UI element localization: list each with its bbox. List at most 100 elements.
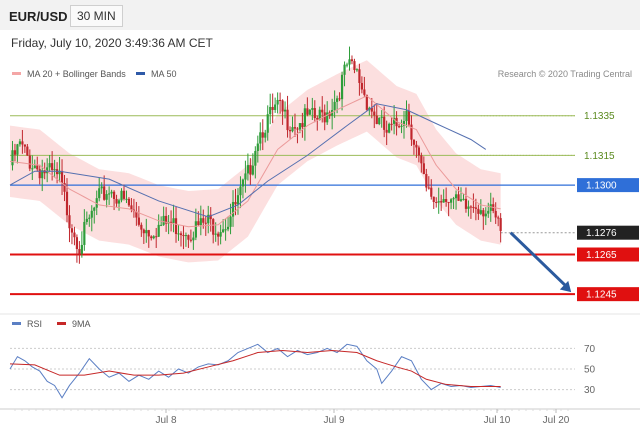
candle-body bbox=[306, 108, 309, 115]
candle-body bbox=[484, 213, 487, 217]
candle-body bbox=[378, 117, 381, 125]
candle-body bbox=[373, 111, 376, 116]
candle-body bbox=[182, 235, 185, 237]
candle-body bbox=[336, 98, 339, 102]
candle-body bbox=[370, 107, 373, 112]
candle-body bbox=[236, 195, 240, 205]
candle-body bbox=[41, 170, 44, 179]
candle-body bbox=[288, 130, 292, 132]
candle-body bbox=[420, 155, 423, 164]
candle-body bbox=[311, 108, 314, 110]
candle-body bbox=[333, 101, 336, 110]
candle-body bbox=[222, 229, 225, 233]
candle-body bbox=[261, 132, 264, 138]
candle-body bbox=[321, 109, 324, 113]
candle-body bbox=[249, 165, 252, 175]
candle-body bbox=[497, 217, 500, 219]
candle-body bbox=[303, 108, 306, 128]
candle-body bbox=[407, 110, 411, 125]
legend-rsi: RSI bbox=[12, 319, 42, 329]
candle-body bbox=[219, 232, 222, 237]
candle-body bbox=[179, 233, 183, 236]
candle-body bbox=[147, 230, 150, 237]
candle-body bbox=[130, 205, 133, 210]
candle-body bbox=[122, 190, 126, 199]
candle-body bbox=[452, 198, 455, 200]
candle-body bbox=[207, 214, 210, 224]
candle-body bbox=[350, 59, 354, 62]
candle-body bbox=[296, 128, 299, 130]
candle-body bbox=[442, 199, 445, 203]
candle-body bbox=[197, 221, 200, 226]
candle-body bbox=[140, 224, 143, 230]
candle-body bbox=[100, 186, 103, 189]
candle-body bbox=[244, 173, 247, 180]
rsi-tick-2: 30 bbox=[584, 385, 596, 396]
candle-body bbox=[405, 110, 408, 122]
candle-body bbox=[145, 230, 148, 234]
candle-body bbox=[162, 215, 165, 225]
x-tick-label-1: Jul 9 bbox=[323, 415, 345, 426]
datetime-label: Friday, July 10, 2020 3:49:36 AM CET bbox=[11, 36, 213, 50]
candle-body bbox=[38, 169, 41, 179]
candle-body bbox=[274, 104, 277, 110]
x-tick-label-2: Jul 10 bbox=[484, 415, 511, 426]
level-label-1: 1.1315 bbox=[584, 151, 615, 162]
candle-body bbox=[80, 244, 83, 254]
rsi-panel: 70 50 30 bbox=[9, 343, 596, 399]
forecast-arrow-head bbox=[559, 280, 572, 293]
candle-body bbox=[48, 163, 51, 168]
candle-body bbox=[105, 194, 108, 200]
candle-body bbox=[271, 106, 274, 110]
candle-body bbox=[479, 210, 482, 214]
legend-9ma-label: 9MA bbox=[72, 319, 91, 329]
candle-body bbox=[177, 233, 180, 235]
candle-body bbox=[397, 126, 401, 128]
candle-body bbox=[73, 232, 76, 238]
candle-body bbox=[174, 218, 178, 235]
candle-body bbox=[410, 124, 413, 140]
legend-ma20: MA 20 + Bollinger Bands bbox=[12, 69, 126, 79]
candle-body bbox=[21, 141, 24, 145]
candle-body bbox=[214, 233, 217, 235]
timeframe-button[interactable]: 30 MIN bbox=[70, 5, 123, 27]
candle-body bbox=[269, 106, 272, 115]
candle-body bbox=[184, 235, 188, 237]
candle-body bbox=[224, 229, 227, 231]
candle-body bbox=[127, 198, 131, 206]
level-badge-label-5: 1.1245 bbox=[586, 290, 617, 301]
candle-body bbox=[11, 150, 14, 166]
candle-body bbox=[412, 139, 416, 145]
candle-body bbox=[120, 190, 123, 201]
candle-body bbox=[93, 207, 96, 211]
candle-body bbox=[308, 109, 311, 115]
candle-body bbox=[388, 123, 391, 133]
ma50-swatch bbox=[136, 72, 145, 76]
candle-body bbox=[393, 117, 396, 124]
candle-body bbox=[279, 99, 282, 101]
candle-body bbox=[51, 163, 54, 170]
candle-body bbox=[18, 141, 22, 145]
candle-body bbox=[264, 132, 267, 138]
candle-body bbox=[467, 206, 470, 209]
candle-body bbox=[46, 167, 49, 174]
candle-body bbox=[383, 116, 386, 130]
candle-body bbox=[323, 112, 326, 123]
legend-ma50: MA 50 bbox=[136, 69, 177, 79]
candle-body bbox=[95, 198, 98, 208]
candle-body bbox=[313, 108, 316, 119]
level-badge-3 bbox=[577, 225, 639, 240]
candle-body bbox=[400, 125, 403, 127]
x-tick-label-3: Jul 20 bbox=[543, 415, 570, 426]
level-badge-2 bbox=[577, 178, 639, 193]
candle-body bbox=[226, 226, 230, 230]
candle-body bbox=[469, 206, 473, 208]
candle-body bbox=[340, 74, 344, 100]
candle-body bbox=[60, 170, 64, 184]
candle-body bbox=[125, 198, 128, 200]
candle-body bbox=[108, 193, 111, 195]
candle-body bbox=[459, 199, 463, 201]
chart-header: EUR/USD 30 MIN bbox=[0, 0, 640, 30]
candle-body bbox=[353, 61, 356, 70]
candle-body bbox=[338, 98, 341, 100]
